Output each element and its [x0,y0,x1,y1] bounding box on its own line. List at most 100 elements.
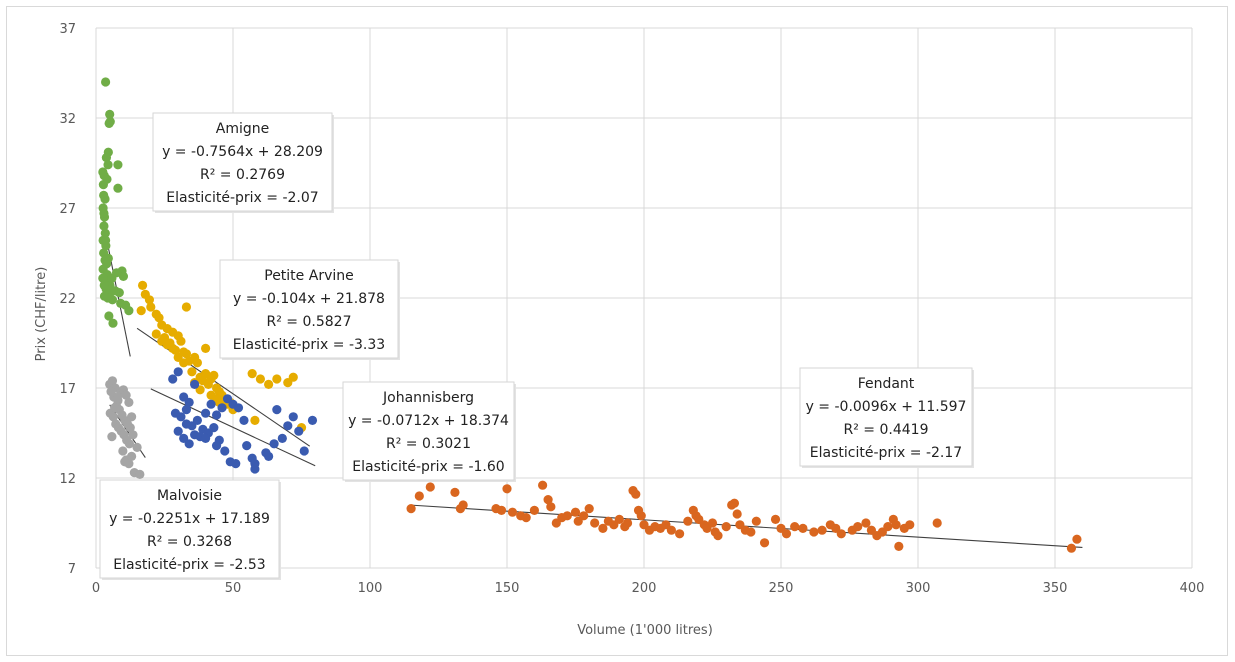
petite-arvine-point [179,358,189,368]
petite-arvine-point [272,374,282,384]
petite-arvine-point [146,302,156,312]
fendant-point [598,523,608,534]
johannisberg-point [201,433,211,443]
johannisberg-trendline [150,388,316,467]
johannisberg-point [269,439,279,449]
fendant-point [1066,543,1077,553]
annotation-box [342,381,515,481]
amigne-point [100,194,110,204]
petite-arvine-point [176,336,186,346]
annotation-box [99,479,280,579]
malvoisie-point [124,439,135,449]
fendant-point [450,487,460,497]
malvoisie-point [112,394,122,404]
petite-arvine-point [209,370,219,380]
x-tick-label: 300 [906,581,931,596]
annotation-line: R² = 0.3021 [386,436,471,452]
petite-arvine-point [192,358,202,368]
x-tick-label: 400 [1180,581,1205,596]
y-axis-title: Prix (CHF/litre) [34,267,49,362]
petite-arvine-point [137,280,148,290]
y-tick-label: 27 [59,202,76,217]
fendant-point [546,502,556,512]
johannisberg-point [277,433,287,443]
annotation-line: Elasticité-prix = -2.53 [113,557,265,573]
amigne-point [99,221,109,231]
amigne-point [108,318,118,328]
fendant-point [721,522,731,532]
fendant-point [1072,534,1082,544]
amigne-point [104,311,114,321]
x-tick-label: 250 [769,581,794,596]
fendant-point [729,498,740,508]
malvoisie-annotation: Malvoisie y = -0.2251x + 17.189 R² = 0.326… [99,479,281,580]
petite-arvine-point [181,349,192,359]
fendant-point [502,484,512,494]
johannisberg-point [173,367,183,377]
johannisberg-point [181,405,192,415]
fendant-point [538,480,548,490]
johannisberg-point [190,379,200,389]
y-tick-label: 22 [59,292,76,307]
fendant-point [666,525,677,535]
fendant-point [529,505,540,515]
malvoisie-point [107,432,117,442]
johannisberg-point [250,459,260,469]
petite-arvine-point [255,374,265,384]
fendant-point [809,527,819,537]
fendant-point [562,511,572,521]
malvoisie-point [127,451,137,461]
annotations: Amigne y = -0.7564x + 28.209 R² = 0.2769 El… [99,112,974,580]
fendant-point [853,522,863,532]
x-tick-label: 150 [495,581,520,596]
petite-arvine-point [187,367,197,377]
y-tick-label: 12 [59,472,76,487]
amigne-point [124,306,134,316]
y-tick-label: 17 [59,382,76,397]
malvoisie-point [121,390,131,400]
chart-frame [6,6,1228,656]
fendant-point [579,511,589,521]
malvoisie-point [127,412,137,422]
fendant-point [781,529,792,539]
amigne-point [100,235,111,245]
malvoisie-point [108,412,118,422]
fendant-point [507,507,518,517]
amigne-point [113,183,123,193]
fendant-point [414,491,424,501]
amigne-point [101,153,112,163]
annotation-box [152,112,333,212]
fendant-point [590,518,600,528]
fendant-point [932,518,942,528]
malvoisie-point [124,397,134,407]
fendant-point [759,538,770,548]
johannisberg-point [307,415,318,425]
amigne-annotation: Amigne y = -0.7564x + 28.209 R² = 0.2769 El… [152,112,334,213]
johannisberg-point [184,397,194,407]
malvoisie-point [120,457,130,467]
petite-arvine-point [154,313,164,323]
johannisberg-point [242,441,252,451]
johannisberg-point [192,415,202,425]
annotation-line: y = -0.104x + 21.878 [233,291,385,307]
petite-arvine-point [247,369,257,379]
annotation-box [799,367,973,467]
annotation-line: R² = 0.2769 [200,167,285,183]
x-tick-label: 200 [632,581,657,596]
petite-arvine-point [181,302,192,312]
fendant-point [521,513,531,523]
fendant-point [458,500,468,510]
johannisberg-point [239,415,249,425]
annotation-line: y = -0.0096x + 11.597 [806,399,967,415]
petite-arvine-point [144,295,155,305]
johannisberg-point [283,421,293,431]
johannisberg-point [217,403,227,413]
annotation-line: Fendant [858,376,915,392]
johannisberg-point [209,423,219,433]
x-tick-label: 50 [225,581,242,596]
petite-arvine-point [201,343,211,353]
johannisberg-point [264,451,274,461]
malvoisie-point [125,423,135,433]
fendant-point [543,495,553,505]
